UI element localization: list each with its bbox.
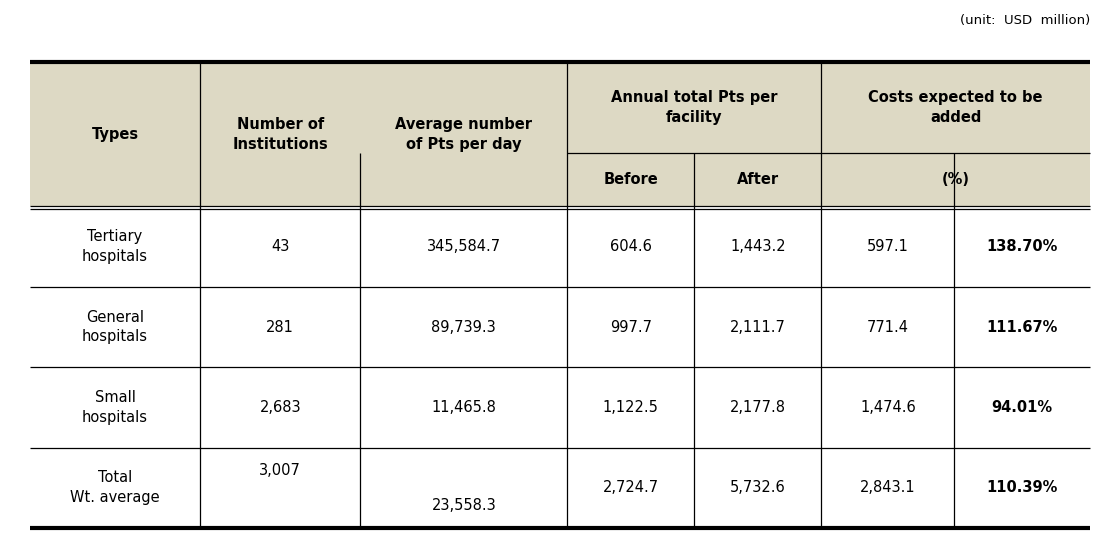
Text: 281: 281 [266,320,294,335]
Text: Small
hospitals: Small hospitals [82,390,148,425]
Text: 1,443.2: 1,443.2 [730,239,786,254]
Text: (%): (%) [941,172,970,187]
Text: 2,724.7: 2,724.7 [603,480,659,495]
Text: After: After [737,172,779,187]
Text: 110.39%: 110.39% [987,480,1057,495]
Text: 2,683: 2,683 [260,400,301,415]
Text: 3,007: 3,007 [260,463,302,478]
Text: Average number
of Pts per day: Average number of Pts per day [396,117,533,152]
Text: 111.67%: 111.67% [987,320,1057,335]
Text: 2,111.7: 2,111.7 [730,320,786,335]
Bar [30,448,1090,528]
Text: Tertiary
hospitals: Tertiary hospitals [82,229,148,264]
Text: 5,732.6: 5,732.6 [730,480,786,495]
Text: 597.1: 597.1 [867,239,908,254]
Text: 1,474.6: 1,474.6 [860,400,916,415]
Text: (unit:  USD  million): (unit: USD million) [960,14,1090,27]
Text: General
hospitals: General hospitals [82,310,148,344]
Text: Costs expected to be
added: Costs expected to be added [869,90,1043,125]
Text: 2,843.1: 2,843.1 [860,480,916,495]
Text: 345,584.7: 345,584.7 [427,239,501,254]
Text: 997.7: 997.7 [610,320,652,335]
Bar [30,367,1090,448]
Text: 771.4: 771.4 [866,320,908,335]
Bar [30,207,1090,287]
Text: 23,558.3: 23,558.3 [431,498,496,513]
Text: Annual total Pts per
facility: Annual total Pts per facility [611,90,778,125]
Text: Types: Types [92,127,138,141]
Text: 138.70%: 138.70% [987,239,1057,254]
Bar [30,62,1090,207]
Text: Before: Before [603,172,659,187]
Text: 43: 43 [271,239,290,254]
Text: 2,177.8: 2,177.8 [729,400,786,415]
Text: 1,122.5: 1,122.5 [603,400,659,415]
Text: 89,739.3: 89,739.3 [431,320,496,335]
Bar [30,287,1090,367]
Text: Total
Wt. average: Total Wt. average [71,470,160,505]
Text: Number of
Institutions: Number of Institutions [232,117,328,152]
Text: 11,465.8: 11,465.8 [431,400,496,415]
Text: 604.6: 604.6 [610,239,652,254]
Text: 94.01%: 94.01% [991,400,1053,415]
